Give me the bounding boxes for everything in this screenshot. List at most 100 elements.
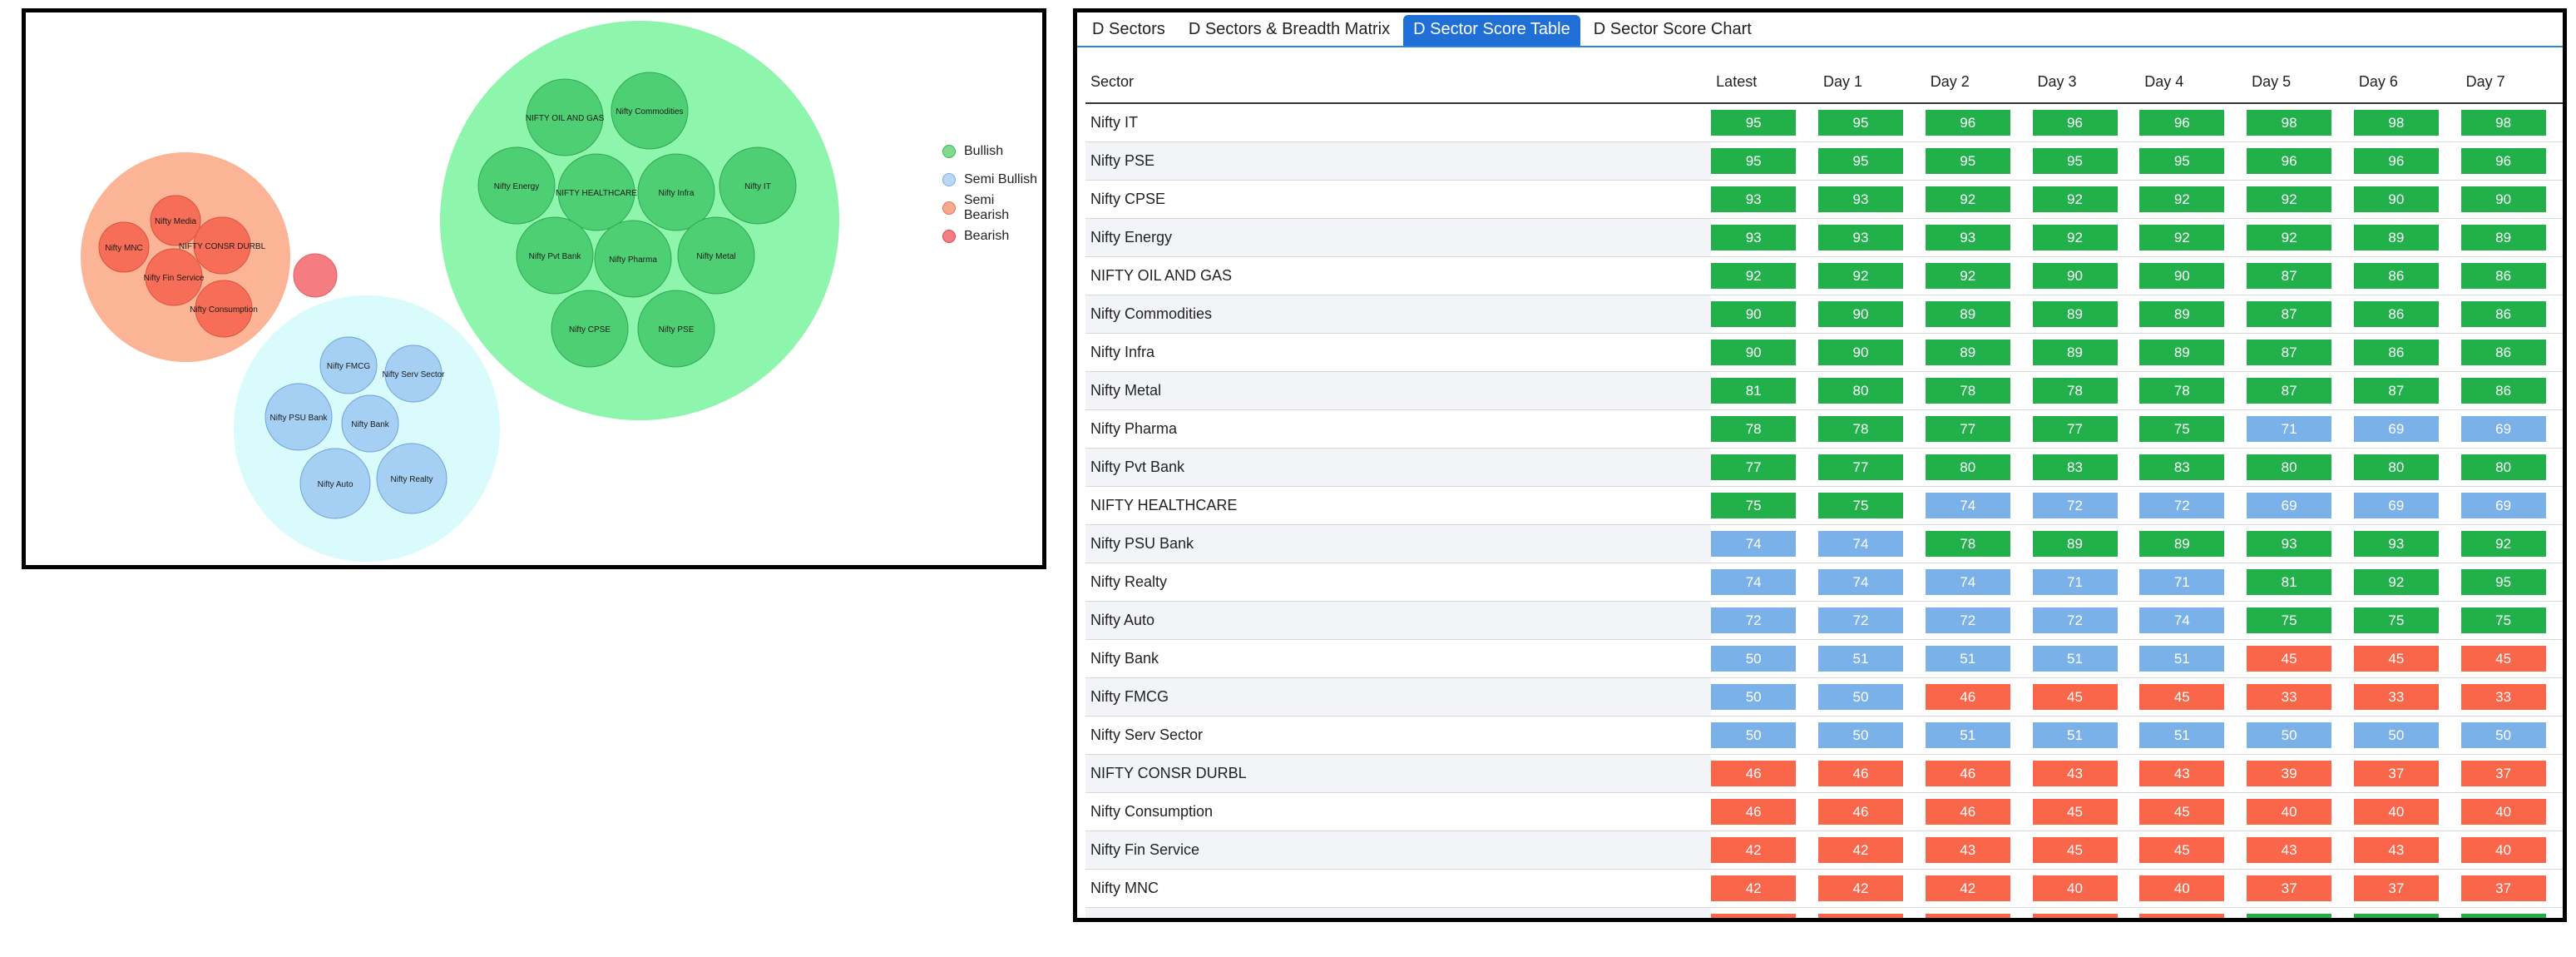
score-cell: 45 — [2032, 799, 2118, 825]
sector-bubble — [193, 216, 251, 275]
column-header-day[interactable]: Day 2 — [1925, 61, 2033, 104]
score-cell: 37 — [2460, 761, 2546, 786]
score-cell: 86 — [2460, 378, 2546, 404]
sector-bubble-label: Nifty IT — [744, 182, 771, 191]
view-tabs: D Sectors D Sectors & Breadth Matrix D S… — [1077, 12, 2563, 47]
score-cell: 43 — [2032, 761, 2118, 786]
score-cell-wrap: 39 — [2247, 755, 2354, 793]
score-cell: 93 — [1817, 225, 1903, 250]
score-cell: 80 — [2460, 454, 2546, 480]
score-cell-wrap: 98 — [2460, 104, 2563, 142]
score-cell: 33 — [1925, 914, 2010, 918]
score-cell-wrap: 45 — [2353, 640, 2461, 678]
score-cell-wrap: 86 — [2353, 295, 2461, 334]
score-cell-wrap: 77 — [1817, 449, 1926, 487]
tab-d-sectors-breadth-matrix[interactable]: D Sectors & Breadth Matrix — [1188, 20, 1391, 38]
legend-item-semi-bearish[interactable]: Semi Bearish — [942, 193, 1042, 222]
bearish-bubble — [293, 253, 338, 298]
table-row: Nifty MNC42424240403737373771 — [1085, 870, 2563, 908]
column-header-day[interactable]: Day 6 — [2353, 61, 2461, 104]
score-cell-wrap: 69 — [2353, 487, 2461, 525]
column-header-day[interactable]: Day 3 — [2032, 61, 2140, 104]
score-cell-wrap: 42 — [1711, 870, 1818, 908]
score-cell-wrap: 96 — [2139, 104, 2247, 142]
score-cell-wrap: 90 — [2139, 257, 2247, 295]
table-row: Nifty IT95959696969898988340 — [1085, 104, 2563, 142]
score-cell: 74 — [1711, 531, 1797, 557]
score-cell-wrap: 40 — [2460, 793, 2563, 831]
sector-bubble-label: Nifty MNC — [105, 244, 143, 253]
score-cell: 50 — [1711, 722, 1797, 748]
column-header-day[interactable]: Latest — [1711, 61, 1818, 104]
column-header-day[interactable]: Day 1 — [1817, 61, 1926, 104]
sector-bubble — [319, 336, 378, 394]
score-cell: 75 — [2247, 607, 2332, 633]
score-cell-wrap: 90 — [2353, 181, 2461, 219]
score-cell-wrap: 43 — [1925, 831, 2033, 870]
score-cell-wrap: 95 — [1817, 142, 1926, 181]
column-header-sector[interactable]: Sector — [1085, 61, 1712, 104]
score-cell-wrap: 92 — [1711, 257, 1818, 295]
legend-item-bullish[interactable]: Bullish — [942, 137, 1042, 166]
score-cell: 96 — [2247, 148, 2332, 174]
score-cell-wrap: 89 — [2032, 525, 2140, 563]
score-cell: 89 — [1925, 340, 2010, 365]
score-cell: 80 — [1925, 454, 2010, 480]
sector-bubble-label: NIFTY CONSR DURBL — [179, 242, 266, 251]
tab-d-sectors[interactable]: D Sectors — [1092, 20, 1165, 38]
score-cell: 96 — [2139, 110, 2225, 136]
table-row: Nifty Pharma78787777757169696969 — [1085, 410, 2563, 449]
table-row: Nifty Commodities90908989898786868789 — [1085, 295, 2563, 334]
legend-item-bearish[interactable]: Bearish — [942, 222, 1042, 250]
score-cell-wrap: 74 — [1925, 563, 2033, 602]
legend-item-semi-bullish[interactable]: Semi Bullish — [942, 166, 1042, 194]
score-cell: 89 — [2032, 340, 2118, 365]
score-cell: 46 — [1711, 799, 1797, 825]
legend-label: Semi Bearish — [963, 193, 1010, 222]
score-cell: 33 — [2032, 914, 2118, 918]
score-cell-wrap: 37 — [2353, 755, 2461, 793]
score-cell-wrap: 92 — [1817, 257, 1926, 295]
score-cell-wrap: 90 — [1817, 295, 1926, 334]
score-cell: 93 — [2247, 531, 2332, 557]
score-cell-wrap: 50 — [2353, 717, 2461, 755]
score-cell: 50 — [1711, 684, 1797, 710]
score-cell-wrap: 77 — [1711, 449, 1818, 487]
score-cell: 93 — [1925, 225, 2010, 250]
score-cell: 89 — [2032, 531, 2118, 557]
column-header-day[interactable]: Day 7 — [2460, 61, 2563, 104]
score-cell: 90 — [1817, 340, 1903, 365]
legend-label: Semi Bullish — [964, 172, 1038, 186]
score-cell: 89 — [2032, 301, 2118, 327]
score-cell-wrap: 33 — [1817, 908, 1926, 918]
sector-bubble — [384, 345, 443, 403]
sector-bubble-label: Nifty Metal — [696, 252, 735, 261]
score-cell-wrap: 74 — [1925, 487, 2033, 525]
score-cell: 98 — [2353, 110, 2439, 136]
score-cell: 46 — [1817, 799, 1903, 825]
score-cell-wrap: 90 — [2032, 257, 2140, 295]
legend-dot-icon — [942, 230, 956, 243]
score-cell-wrap: 90 — [1817, 334, 1926, 372]
score-cell: 78 — [2139, 378, 2225, 404]
score-cell: 46 — [1711, 761, 1797, 786]
score-cell-wrap: 40 — [2139, 870, 2247, 908]
score-cell-wrap: 96 — [2353, 142, 2461, 181]
score-cell: 51 — [2139, 722, 2225, 748]
score-cell: 74 — [1711, 569, 1797, 595]
tab-d-sector-score-chart[interactable]: D Sector Score Chart — [1593, 20, 1752, 38]
score-cell-wrap: 75 — [2353, 602, 2461, 640]
score-cell-wrap: 81 — [2247, 563, 2354, 602]
column-header-day[interactable]: Day 4 — [2139, 61, 2247, 104]
score-cell-wrap: 45 — [2139, 793, 2247, 831]
score-cell-wrap: 86 — [2460, 295, 2563, 334]
score-cell-wrap: 95 — [1711, 104, 1818, 142]
table-row: Nifty Bank50515151514545454548 — [1085, 640, 2563, 678]
score-cell-wrap: 78 — [1817, 410, 1926, 449]
sector-bubble-label: Nifty PSE — [659, 325, 695, 335]
column-header-day[interactable]: Day 5 — [2247, 61, 2354, 104]
tab-d-sector-score-table[interactable]: D Sector Score Table — [1403, 15, 1580, 46]
score-cell-wrap: 45 — [2139, 831, 2247, 870]
score-cell-wrap: 86 — [2353, 334, 2461, 372]
score-cell: 51 — [1817, 646, 1903, 672]
